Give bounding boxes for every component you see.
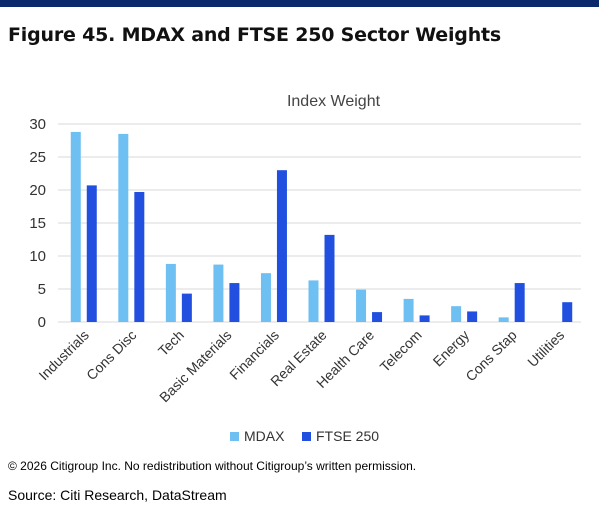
x-tick-label: Energy [430, 327, 473, 370]
bar-ftse-250 [134, 191, 145, 322]
legend-label-mdax: MDAX [244, 428, 285, 444]
x-tick-label: Telecom [377, 327, 425, 375]
bar-mdax [70, 131, 81, 322]
legend-item-mdax: MDAX [230, 428, 284, 444]
bar-ftse-250 [86, 185, 97, 322]
legend-item-ftse-250: FTSE 250 [302, 428, 379, 444]
legend-label-ftse-250: FTSE 250 [316, 428, 380, 444]
y-tick-label: 10 [29, 248, 46, 265]
y-tick-label: 15 [29, 215, 46, 232]
y-tick-label: 0 [38, 314, 46, 331]
y-tick-label: 20 [29, 182, 46, 199]
x-tick-label: Utilities [524, 327, 567, 370]
chart-legend: MDAX FTSE 250 [0, 428, 599, 446]
y-tick-label: 5 [38, 281, 46, 298]
bar-mdax [451, 306, 462, 322]
y-tick-label: 25 [29, 149, 46, 166]
top-rule [0, 0, 599, 7]
copyright-notice: © 2026 Citigroup Inc. No redistribution … [8, 459, 417, 473]
bar-ftse-250 [514, 283, 525, 322]
legend-swatch-mdax [230, 431, 239, 441]
bar-mdax [308, 280, 319, 322]
bar-mdax [213, 264, 224, 322]
bar-mdax [356, 289, 367, 322]
bar-ftse-250 [324, 234, 335, 322]
chart-title: Index Weight [287, 93, 381, 110]
x-tick-label: Cons Stap [462, 327, 520, 385]
bar-mdax [498, 317, 509, 322]
bar-mdax [260, 273, 271, 322]
bar-ftse-250 [229, 283, 240, 322]
x-tick-label: Tech [155, 327, 187, 359]
bar-chart: Index Weight051015202530IndustrialsCons … [29, 93, 581, 405]
x-tick-label: Industrials [35, 327, 91, 383]
bar-ftse-250 [467, 311, 478, 322]
x-tick-label: Cons Disc [83, 327, 139, 383]
bar-ftse-250 [276, 170, 287, 322]
bar-ftse-250 [562, 302, 573, 322]
bar-ftse-250 [181, 293, 192, 322]
bar-mdax [165, 263, 176, 322]
figure-title: Figure 45. MDAX and FTSE 250 Sector Weig… [8, 24, 502, 46]
bar-mdax [403, 298, 414, 322]
bar-ftse-250 [372, 312, 383, 322]
y-tick-label: 30 [29, 116, 46, 133]
bar-ftse-250 [419, 315, 430, 322]
legend-swatch-ftse-250 [302, 431, 311, 441]
source-note: Source: Citi Research, DataStream [8, 487, 227, 503]
bar-mdax [118, 133, 129, 322]
